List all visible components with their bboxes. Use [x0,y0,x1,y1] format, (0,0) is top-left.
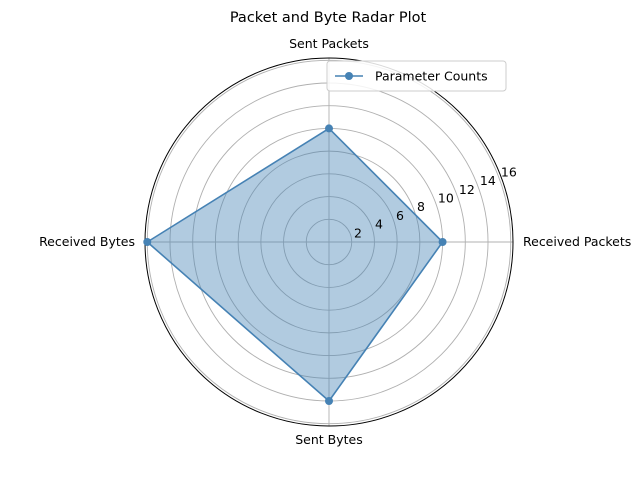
legend-box [326,60,507,92]
r-tick-label: 4 [375,217,383,232]
r-tick-label: 8 [417,199,425,214]
category-label: Sent Packets [289,36,369,51]
category-label: Received Bytes [39,234,135,249]
r-tick-label: 12 [459,182,475,197]
r-tick-label: 14 [480,173,496,188]
category-label: Sent Bytes [295,432,363,447]
data-point [325,124,333,133]
series-layer [143,124,447,406]
chart-title: Packet and Byte Radar Plot [230,10,427,26]
r-tick-label: 16 [501,164,517,179]
category-labels: Received Packets Sent Packets Received Byt… [39,36,631,447]
r-tick-label: 10 [438,191,454,206]
series-area [147,128,443,402]
data-point [438,238,447,246]
r-tick-label: 2 [354,225,362,240]
r-tick-label: 6 [396,208,404,223]
data-point [325,397,333,406]
legend-marker-swatch [345,72,353,80]
data-point [143,238,152,246]
category-label: Received Packets [523,234,631,249]
legend: Parameter Counts [326,60,507,92]
legend-label: Parameter Counts [375,69,488,84]
